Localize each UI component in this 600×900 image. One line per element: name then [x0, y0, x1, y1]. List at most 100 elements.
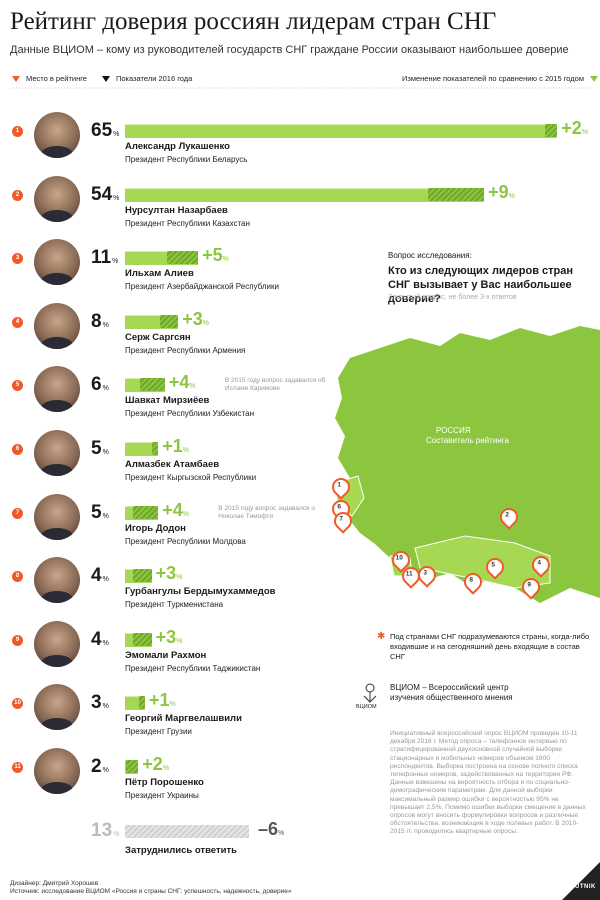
change-note: В 2015 году вопрос задавался о Николае Т… [218, 504, 315, 520]
leader-name: Нурсултан Назарбаев [125, 204, 228, 216]
footer: Дизайнер: Дмитрий Хорошев Источник: иссл… [10, 880, 292, 896]
change-number: +1 [162, 436, 183, 456]
leader-title: Президент Кыргызской Республики [125, 473, 257, 482]
map-pin-label: 11 [405, 570, 413, 578]
leader-avatar [34, 748, 80, 794]
value-unit: % [102, 703, 109, 711]
value-label: 8% [91, 311, 109, 333]
undecided-number: 13 [91, 820, 113, 841]
undecided-label: Затруднились ответить [125, 845, 237, 856]
undecided-bar [125, 825, 249, 838]
leader-title: Президент Республики Казахстан [125, 218, 250, 228]
change-label: +5% [202, 245, 229, 266]
triangle-down-icon [102, 76, 110, 83]
value-unit: % [112, 258, 119, 266]
leader-avatar [34, 684, 80, 731]
change-unit: % [581, 129, 589, 136]
value-number: 8 [91, 310, 102, 332]
change-label: +3% [182, 309, 209, 330]
value-unit: % [102, 639, 109, 647]
cis-note: Под странами СНГ подразумеваются страны,… [390, 632, 590, 661]
change-number: +5 [202, 245, 223, 266]
leader-title: Президент Республики Молдова [125, 536, 246, 546]
rank-badge: 5 [12, 380, 23, 392]
vciom-logo-icon [363, 683, 377, 703]
leader-avatar [34, 366, 80, 413]
cis-map [334, 326, 600, 603]
rank-badge: 8 [12, 571, 23, 583]
change-label: +9% [488, 182, 515, 203]
bar-change [152, 442, 159, 455]
leader-name: Эмомали Рахмон [125, 649, 207, 661]
bar-change [428, 187, 485, 201]
change-unit: % [176, 574, 183, 582]
value-number: 11 [91, 247, 112, 269]
value-unit: % [113, 194, 120, 202]
legend-change: Изменение показателей по сравнению с 201… [402, 74, 598, 83]
change-unit: % [222, 256, 229, 264]
rank-badge: 4 [12, 316, 23, 328]
map-pin-label: 9 [527, 581, 532, 589]
leader-name: Серж Саргсян [125, 331, 191, 343]
map-pin-label: 6 [337, 503, 342, 511]
change-label: +3% [156, 563, 183, 584]
value-label: 2% [91, 756, 109, 778]
value-label: 4% [91, 565, 109, 587]
map-russia-sublabel: Составитель рейтинга [426, 436, 509, 445]
leader-avatar [34, 493, 80, 540]
triangle-down-icon [590, 76, 598, 83]
change-number: +3 [155, 563, 177, 584]
rank-badge: 1 [12, 126, 23, 137]
page-subtitle: Данные ВЦИОМ – кому из руководителей гос… [10, 44, 569, 56]
change-unit: % [189, 383, 196, 391]
bar-change [133, 569, 152, 583]
leader-name: Ильхам Алиев [125, 268, 194, 280]
triangle-down-icon [12, 76, 20, 83]
map-pin-label: 1 [337, 481, 342, 489]
leader-title: Президент Республики Беларусь [125, 155, 248, 164]
change-number: +9 [488, 181, 509, 202]
leader-title: Президент Республики Таджикистан [125, 663, 261, 673]
leader-title: Президент Азербайджанской Республики [125, 282, 279, 292]
value-unit: % [102, 449, 109, 456]
change-unit: % [162, 765, 170, 772]
undecided-change-unit: % [278, 830, 285, 837]
leader-name: Алмазбек Атамбаев [125, 459, 220, 470]
rank-badge: 7 [12, 507, 23, 519]
legend-2016: Показатели 2016 года [102, 74, 192, 83]
change-label: +4% [162, 500, 189, 521]
page-title: Рейтинг доверия россиян лидерам стран СН… [10, 8, 497, 35]
change-label: +2% [561, 118, 588, 139]
leader-title: Президент Республики Армения [125, 345, 246, 355]
change-number: +3 [182, 308, 203, 329]
map-russia-label: РОССИЯ [436, 426, 471, 435]
change-unit: % [182, 447, 190, 454]
rank-badge: 9 [12, 634, 23, 646]
designer-credit: Дизайнер: Дмитрий Хорошев [10, 880, 99, 887]
leader-avatar [34, 620, 80, 667]
value-label: 6% [91, 374, 109, 396]
change-unit: % [169, 701, 176, 709]
leader-avatar [34, 175, 80, 222]
leader-name: Пётр Порошенко [125, 777, 204, 788]
sputnik-logo-text: SPUTNIK [566, 884, 596, 890]
leader-name: Шавкат Мирзиёев [125, 395, 210, 407]
leader-name: Игорь Додон [125, 522, 186, 534]
value-number: 4 [91, 565, 102, 587]
bar-change [138, 696, 145, 710]
change-unit: % [182, 510, 190, 518]
value-unit: % [102, 321, 109, 329]
map-pin-label: 5 [491, 561, 496, 569]
change-number: +4 [168, 372, 190, 393]
vciom-logo-text: ВЦИОМ [356, 704, 377, 710]
change-label: +3% [156, 627, 183, 648]
change-note: В 2015 году вопрос задавался об Исламе К… [224, 377, 326, 393]
value-label: 54% [91, 184, 119, 206]
rank-badge: 10 [12, 698, 23, 710]
leader-avatar [34, 239, 80, 286]
map-pin-label: 10 [395, 554, 403, 562]
bar-2016 [125, 187, 485, 202]
source-credit: Источник: исследование ВЦИОМ «Россия и с… [10, 888, 292, 895]
value-label: 65% [91, 120, 119, 142]
